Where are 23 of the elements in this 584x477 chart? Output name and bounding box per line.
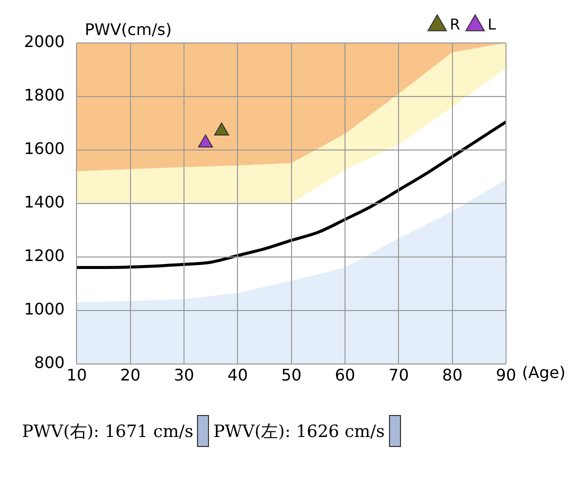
x-tick-label: 20 <box>120 366 141 385</box>
x-tick-label: 90 <box>496 366 516 385</box>
x-tick-label: 30 <box>174 366 194 385</box>
y-tick-label: 1800 <box>24 86 65 105</box>
legend-label: R <box>450 15 460 34</box>
x-tick-label: 50 <box>281 366 302 385</box>
legend-label: L <box>488 15 497 34</box>
text: PWV(左): 1626 cm/s <box>213 420 385 442</box>
y-tick-label: 1200 <box>24 246 65 266</box>
x-tick-label: 80 <box>442 366 463 385</box>
line-series <box>76 120 506 270</box>
y-tick-label: 1400 <box>24 192 65 212</box>
x-tick-label: 40 <box>228 366 248 385</box>
y-tick-label: 1600 <box>24 139 65 158</box>
x-tick-label: 70 <box>388 366 409 385</box>
text: PWV(右): 1671 cm/s <box>22 420 194 442</box>
x-tick-label: 60 <box>334 366 356 385</box>
y-tick-label: 2000 <box>24 32 65 52</box>
x-axis-title: (Age) <box>522 362 566 382</box>
y-tick-label: 800 <box>34 352 65 372</box>
y-tick-label: 1000 <box>24 299 65 318</box>
x-tick-label: 10 <box>66 366 87 385</box>
y-axis-title: PWV(cm/s) <box>84 20 172 40</box>
